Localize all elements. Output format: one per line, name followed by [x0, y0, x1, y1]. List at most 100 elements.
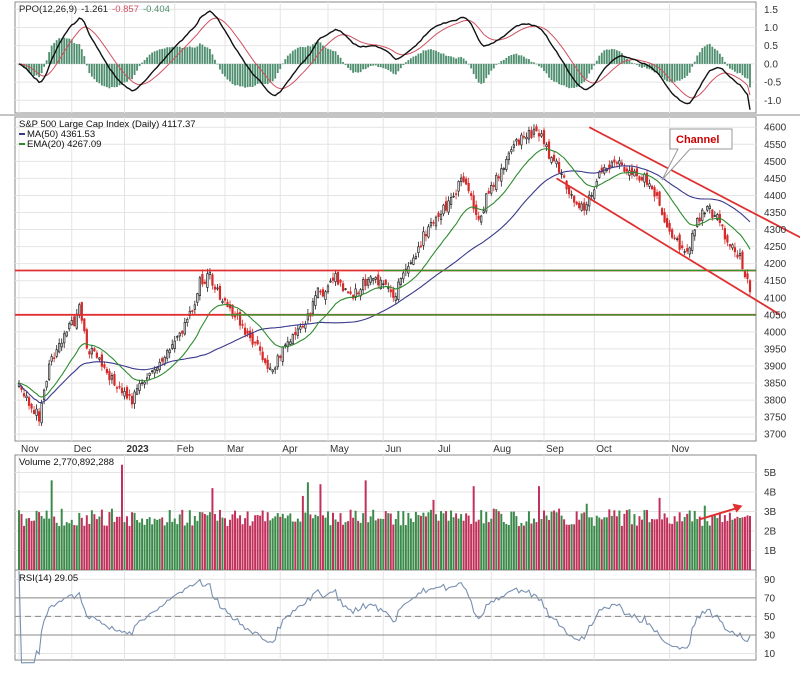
ppo-histogram-bar	[734, 63, 736, 72]
ppo-histogram-bar	[256, 63, 259, 84]
ppo-histogram-bar	[100, 63, 103, 86]
volume-bar	[681, 521, 684, 570]
ppo-histogram-bar	[412, 56, 415, 64]
candle-body	[108, 370, 111, 381]
ppo-histogram-bar	[480, 63, 483, 84]
volume-bar	[746, 515, 749, 570]
volume-bar	[635, 525, 638, 570]
ppo-histogram-bar	[651, 63, 653, 71]
candle-body	[429, 221, 433, 227]
x-tick-label: Jun	[385, 444, 401, 455]
volume-bar	[68, 523, 71, 570]
candle-body	[452, 195, 455, 198]
volume-bar	[671, 523, 674, 570]
ppo-histogram-bar	[339, 57, 342, 64]
candle-body	[668, 223, 671, 232]
ppo-histogram-bar	[188, 46, 191, 64]
volume-bar	[538, 486, 540, 570]
candle-body	[53, 357, 56, 359]
volume-bar	[731, 519, 734, 570]
candle-body	[289, 341, 292, 345]
candle-body	[570, 194, 573, 196]
candle-body	[110, 375, 114, 380]
ppo-histogram-bar	[78, 44, 81, 64]
ppo-histogram-bar	[528, 59, 530, 64]
candle-body	[671, 229, 674, 238]
candle-body	[635, 168, 639, 177]
volume-bar	[148, 517, 151, 570]
volume-bar	[505, 524, 508, 570]
volume-bar	[485, 511, 488, 570]
ppo-histogram-bar	[379, 63, 382, 68]
ppo-histogram-bar	[103, 63, 106, 87]
candle-body	[515, 139, 518, 142]
rsi-y-tick-label: 30	[764, 630, 776, 641]
candle-body	[301, 325, 304, 328]
candle-body	[402, 272, 405, 280]
x-tick-label: Feb	[177, 444, 195, 455]
candle-body	[208, 271, 212, 275]
ppo-histogram-bar	[653, 63, 656, 73]
candle-body	[733, 247, 737, 253]
ppo-histogram-bar	[540, 63, 543, 68]
volume-bar	[176, 524, 179, 570]
volume-bar	[625, 510, 628, 570]
ppo-histogram-bar	[138, 63, 141, 67]
candle-body	[517, 139, 521, 145]
volume-bar	[480, 510, 483, 570]
candle-body	[588, 194, 591, 207]
volume-bar	[321, 515, 324, 570]
rsi-line	[18, 570, 751, 664]
volume-bar	[711, 516, 714, 570]
candle-body	[439, 213, 443, 220]
volume-bar	[424, 516, 427, 570]
ppo-histogram-bar	[118, 63, 121, 86]
volume-bar	[683, 516, 686, 570]
ppo-histogram-bar	[116, 63, 118, 88]
ppo-histogram-bar	[314, 42, 317, 64]
candle-body	[454, 193, 458, 195]
volume-bar	[115, 516, 118, 570]
candle-body	[447, 200, 450, 213]
x-tick-label: Nov	[672, 444, 690, 455]
ppo-histogram-bar	[224, 63, 226, 77]
volume-bar	[53, 516, 56, 570]
volume-bar	[78, 512, 81, 570]
ppo-histogram-bar	[384, 63, 387, 69]
ppo-histogram-bar	[151, 52, 154, 64]
volume-bar	[28, 518, 31, 570]
volume-bar	[294, 521, 297, 570]
volume-bar	[666, 517, 669, 570]
ppo-histogram-bar	[106, 63, 108, 88]
ppo-histogram-bar	[671, 63, 674, 83]
ppo-histogram-bar	[206, 47, 209, 64]
volume-bar	[703, 505, 706, 570]
candle-body	[502, 167, 505, 170]
volume-bar	[721, 522, 724, 570]
candle-body	[482, 210, 485, 214]
volume-bar	[477, 519, 480, 570]
volume-bar	[525, 521, 528, 570]
candle-body	[70, 320, 73, 326]
ppo-histogram-bar	[83, 56, 86, 64]
ppo-histogram-bar	[658, 63, 661, 75]
ppo-histogram-bar	[595, 60, 598, 64]
volume-trend-arrow-shaft	[699, 506, 739, 521]
volume-bar	[43, 518, 46, 570]
ppo-histogram-bar	[349, 63, 352, 71]
volume-bar	[173, 518, 176, 570]
ppo-histogram-bar	[143, 60, 146, 64]
candle-body	[344, 288, 347, 290]
x-tick-label: May	[330, 444, 349, 455]
candle-body	[319, 290, 322, 293]
candle-body	[512, 144, 515, 148]
price-panel-title: S&P 500 Large Cap Index (Daily) 4117.37	[19, 119, 196, 130]
ppo-histogram-bar	[500, 60, 503, 64]
ppo-histogram-bar	[548, 63, 550, 78]
ppo-histogram-bar	[497, 63, 500, 65]
volume-bar	[201, 512, 204, 570]
ppo-histogram-bar	[512, 54, 515, 64]
ppo-histogram-bar	[435, 50, 437, 64]
candle-body	[580, 203, 583, 211]
ppo-histogram-bar	[716, 50, 719, 64]
